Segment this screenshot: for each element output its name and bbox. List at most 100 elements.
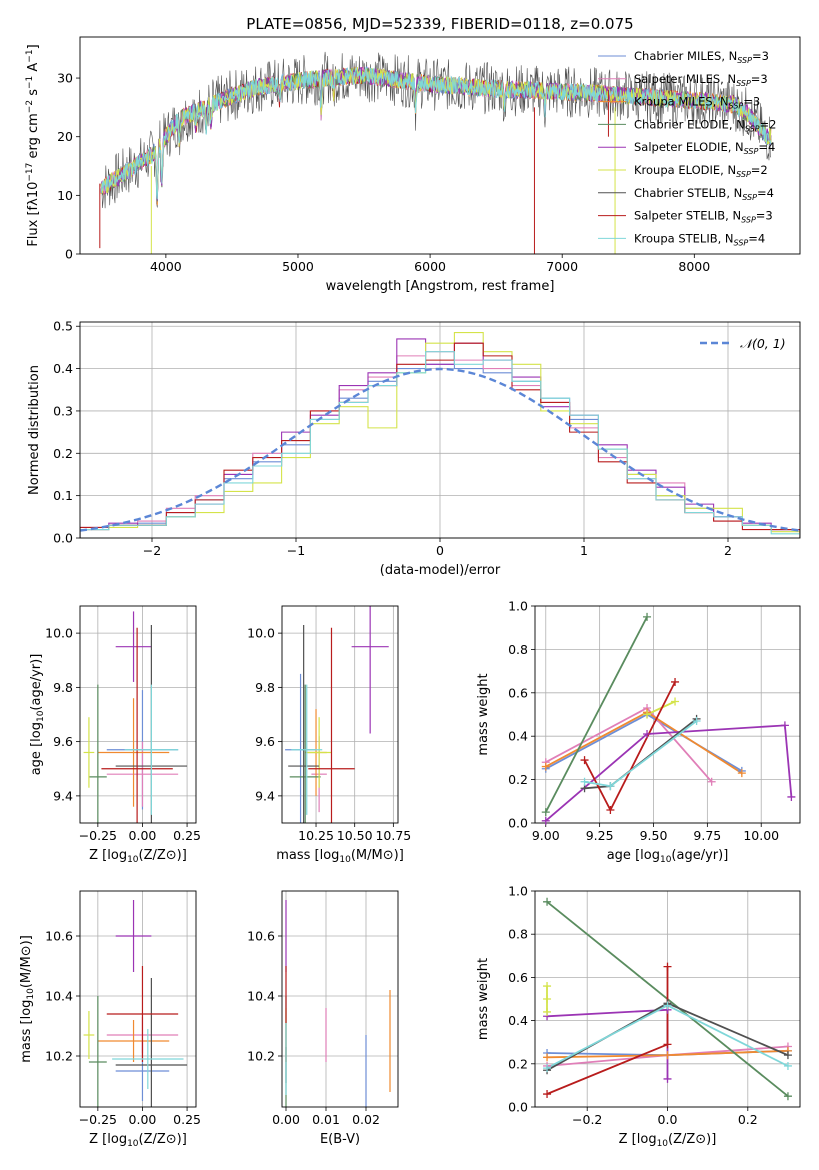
legend-label: Kroupa ELODIE, NSSP​=2 bbox=[634, 163, 768, 179]
weight-marker bbox=[663, 1040, 672, 1049]
y-tick-label: 20 bbox=[57, 129, 73, 144]
weight-marker bbox=[643, 710, 652, 719]
legend-label: Kroupa MILES, NSSP​=3 bbox=[634, 95, 760, 111]
x-axis-label: Z [log10​(Z/Z⊙)] bbox=[89, 848, 187, 865]
errorbar-point bbox=[106, 966, 179, 1062]
legend-label: 𝒩(0, 1) bbox=[740, 336, 786, 351]
y-tick-label: 9.8 bbox=[255, 680, 275, 695]
gaussian-curve bbox=[80, 367, 800, 532]
y-tick-label: 0.1 bbox=[53, 488, 73, 503]
x-tick-label: 9.50 bbox=[640, 828, 668, 843]
weight-line-6 bbox=[584, 718, 698, 790]
weight-marker bbox=[543, 995, 552, 1003]
legend-label: Chabrier STELIB, NSSP​=4 bbox=[634, 186, 774, 202]
weight-marker bbox=[643, 730, 652, 739]
errorbar-point bbox=[101, 627, 173, 823]
weight-marker bbox=[543, 1090, 552, 1099]
x-tick-label: 10.50 bbox=[337, 828, 373, 843]
y-tick-label: 9.4 bbox=[53, 788, 73, 803]
x-tick-label: 10.00 bbox=[743, 828, 779, 843]
y-tick-label: 9.4 bbox=[255, 788, 275, 803]
weight-marker bbox=[663, 1001, 672, 1010]
y-axis-label: Flux [fλ10−17​ erg cm−2​ s−1​ A−1​] bbox=[25, 44, 41, 246]
plot-area bbox=[285, 900, 391, 1107]
panel-mass-vs-Z: −0.25 0.00 0.25 10.2 10.4 10.6 Z [log10​(Z/Z⊙)… bbox=[19, 890, 201, 1149]
weight-marker bbox=[787, 792, 796, 801]
x-tick-label: −0.25 bbox=[79, 828, 117, 843]
x-tick-label: 2 bbox=[724, 543, 732, 558]
weight-marker bbox=[580, 756, 589, 765]
x-tick-label: 0.0 bbox=[658, 1112, 678, 1127]
y-tick-label: 0.0 bbox=[508, 816, 528, 831]
plot-area bbox=[83, 900, 188, 1107]
y-tick-label: 0.2 bbox=[53, 446, 73, 461]
errorbar-point bbox=[308, 627, 355, 823]
weight-line-7 bbox=[546, 966, 669, 1095]
chart-title: PLATE=0856, MJD=52339, FIBERID=0118, z=0… bbox=[246, 15, 633, 33]
y-tick-label: 10.4 bbox=[45, 989, 73, 1004]
x-tick-label: 8000 bbox=[678, 259, 710, 274]
y-tick-label: 0 bbox=[65, 247, 73, 262]
x-tick-label: 7000 bbox=[546, 259, 578, 274]
y-tick-label: 0.4 bbox=[53, 361, 73, 376]
weight-marker bbox=[580, 777, 589, 786]
panel-residuals: −2 −1 0 1 2 0.0 0.1 0.2 0.3 0.4 0.5 (data-model)/er… bbox=[27, 319, 801, 578]
y-tick-label: 10.0 bbox=[247, 626, 275, 641]
legend-label: Salpeter MILES, NSSP​=3 bbox=[634, 72, 768, 88]
weight-marker bbox=[606, 782, 615, 791]
errorbar-point bbox=[97, 698, 170, 807]
weight-line-3 bbox=[545, 616, 648, 813]
x-tick-label: 0.25 bbox=[173, 1112, 201, 1127]
axes-frame bbox=[281, 890, 399, 1108]
legend-label: Chabrier MILES, NSSP​=3 bbox=[634, 49, 769, 65]
y-axis-label: mass weight bbox=[476, 673, 491, 755]
y-tick-label: 0.2 bbox=[508, 1056, 528, 1071]
legend: Chabrier MILES, NSSP​=3 Salpeter MILES, N… bbox=[598, 49, 776, 247]
x-tick-label: 4000 bbox=[150, 259, 182, 274]
y-tick-label: 0.4 bbox=[508, 729, 528, 744]
y-tick-label: 10.6 bbox=[247, 929, 275, 944]
errorbar-point bbox=[115, 978, 188, 1107]
x-tick-label: 0.00 bbox=[129, 828, 157, 843]
x-tick-label: 1 bbox=[580, 543, 588, 558]
y-tick-label: 0.6 bbox=[508, 685, 528, 700]
axes-frame bbox=[534, 605, 801, 824]
y-axis-label: mass [log10​(M/M⊙)] bbox=[19, 935, 36, 1063]
x-axis-label: wavelength [Angstrom, rest frame] bbox=[326, 279, 555, 294]
x-tick-label: 9.00 bbox=[532, 828, 560, 843]
weight-marker bbox=[783, 1061, 792, 1070]
weight-line-4 bbox=[545, 724, 793, 822]
x-tick-label: 0.2 bbox=[738, 1112, 758, 1127]
y-axis-label: Normed distribution bbox=[27, 365, 42, 495]
weight-marker bbox=[541, 808, 550, 817]
y-tick-label: 1.0 bbox=[508, 884, 528, 899]
x-tick-label: 0.25 bbox=[173, 828, 201, 843]
x-tick-label: 10.75 bbox=[375, 828, 411, 843]
panel-spectrum: 4000 5000 6000 7000 8000 0 10 20 30 wavelength [A… bbox=[25, 15, 801, 294]
weight-marker bbox=[543, 897, 552, 906]
weight-marker bbox=[783, 1092, 792, 1101]
legend-label: Salpeter ELODIE, NSSP​=4 bbox=[634, 140, 775, 156]
y-tick-label: 10.2 bbox=[247, 1049, 275, 1064]
x-tick-label: 5000 bbox=[282, 259, 314, 274]
y-axis-label: age [log10​(age/yr)] bbox=[29, 654, 46, 776]
plot-area bbox=[80, 332, 800, 538]
errorbar-point bbox=[112, 1029, 184, 1089]
x-tick-label: 6000 bbox=[414, 259, 446, 274]
plot-area bbox=[99, 51, 772, 254]
axes-frame bbox=[79, 890, 197, 1108]
legend-label: Kroupa STELIB, NSSP​=4 bbox=[634, 231, 765, 247]
x-tick-label: 0.00 bbox=[272, 1112, 300, 1127]
y-tick-label: 1.0 bbox=[508, 599, 528, 614]
y-axis-label: mass weight bbox=[476, 958, 491, 1040]
y-tick-label: 0.0 bbox=[53, 531, 73, 546]
plot-area bbox=[545, 616, 793, 822]
weight-marker bbox=[663, 1051, 672, 1060]
histogram-5 bbox=[80, 351, 800, 538]
x-tick-label: 10.25 bbox=[298, 828, 334, 843]
weight-marker bbox=[671, 697, 680, 706]
y-tick-label: 30 bbox=[57, 71, 73, 86]
weight-marker bbox=[643, 612, 652, 621]
y-tick-label: 9.6 bbox=[255, 734, 275, 749]
